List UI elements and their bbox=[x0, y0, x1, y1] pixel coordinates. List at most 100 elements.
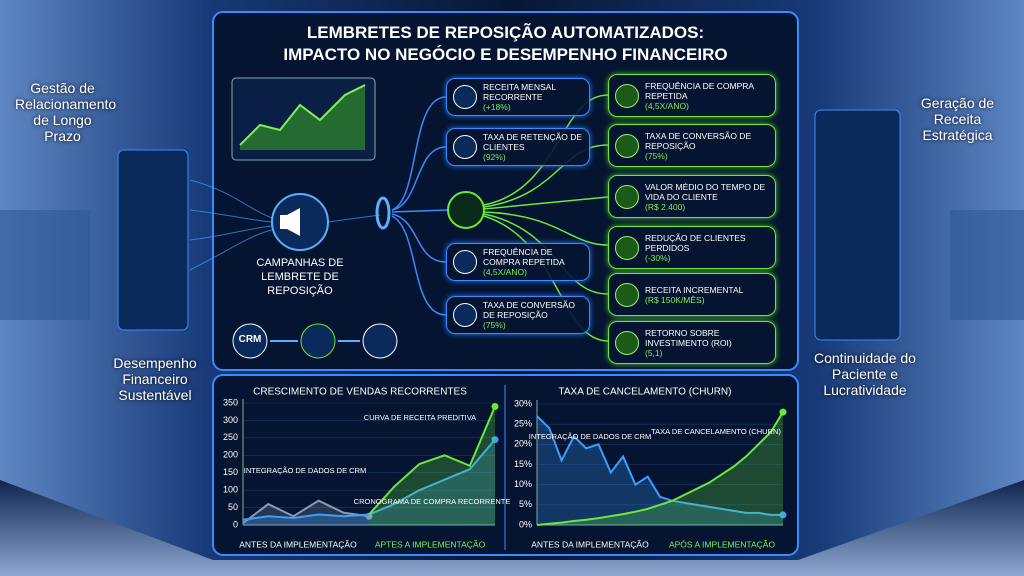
card-icon bbox=[453, 250, 477, 274]
side-label: Continuidade do Paciente e Lucratividade bbox=[814, 350, 916, 398]
metric-card: RECEITA INCREMENTAL (R$ 150K/MÊS) bbox=[608, 273, 776, 316]
megaphone bbox=[280, 208, 300, 236]
series-line bbox=[242, 438, 496, 521]
side-screen bbox=[814, 109, 901, 341]
y-tick-label: 5% bbox=[519, 499, 532, 509]
metric-card: FREQUÊNCIA DE COMPRA REPETIDA (4,5X/ANO) bbox=[608, 74, 776, 117]
y-tick-label: 350 bbox=[223, 397, 238, 407]
y-tick-label: 150 bbox=[223, 467, 238, 477]
series-line bbox=[536, 411, 784, 526]
metric-card: TAXA DE CONVERSÃO DE REPOSIÇÃO (75%) bbox=[608, 124, 776, 167]
light-streams bbox=[189, 179, 381, 271]
end-point bbox=[779, 408, 787, 416]
card-value: (75%) bbox=[645, 150, 668, 161]
card-icon bbox=[615, 330, 639, 355]
y-tick-label: 50 bbox=[228, 502, 238, 512]
card-title: RECEITA INCREMENTAL bbox=[645, 284, 744, 295]
card-text: TAXA DE RETENÇÃO DE CLIENTES (92%) bbox=[483, 132, 583, 162]
card-title: FREQUÊNCIA DE COMPRA REPETIDA bbox=[483, 247, 565, 267]
card-title: REDUÇÃO DE CLIENTES PERDIDOS bbox=[645, 232, 746, 253]
card-icon bbox=[453, 135, 477, 159]
card-value: (4,5X/ANO) bbox=[483, 267, 527, 277]
metric-card: TAXA DE CONVERSÃO DE REPOSIÇÃO (75%) bbox=[446, 296, 590, 334]
side-label: Geração de Receita Estratégica bbox=[920, 95, 995, 143]
card-text: FREQUÊNCIA DE COMPRA REPETIDA (4,5X/ANO) bbox=[645, 81, 769, 111]
metric-card: RETORNO SOBRE INVESTIMENTO (ROI) (5,1) bbox=[608, 321, 776, 364]
card-title: RETORNO SOBRE INVESTIMENTO (ROI) bbox=[645, 327, 732, 348]
card-value: (75%) bbox=[483, 320, 506, 330]
shelf bbox=[950, 210, 1024, 320]
card-title: TAXA DE CONVERSÃO DE REPOSIÇÃO bbox=[645, 130, 752, 151]
annotation: TAXA DE CANCELAMENTO (CHURN) bbox=[651, 427, 781, 436]
shelf bbox=[0, 210, 90, 320]
phase-label: APTES A IMPLEMENTAÇÃO bbox=[375, 539, 486, 549]
y-tick-label: 15% bbox=[514, 459, 532, 469]
chart-title: CRESCIMENTO DE VENDAS RECORRENTES bbox=[253, 387, 467, 398]
annotation: INTEGRAÇÃO DE DADOS DE CRM bbox=[529, 432, 652, 441]
card-text: RECEITA INCREMENTAL (R$ 150K/MÊS) bbox=[645, 285, 743, 305]
card-value: (92%) bbox=[483, 152, 506, 162]
y-tick-label: 10% bbox=[514, 479, 532, 489]
y-tick-label: 200 bbox=[223, 450, 238, 460]
annotation: CURVA DE RECEITA PREDITIVA bbox=[364, 413, 476, 422]
card-text: TAXA DE CONVERSÃO DE REPOSIÇÃO (75%) bbox=[483, 300, 583, 330]
y-tick-label: 0% bbox=[519, 519, 532, 529]
card-icon bbox=[453, 303, 477, 327]
phase-label: APÓS A IMPLEMENTAÇÃO bbox=[669, 539, 776, 549]
metric-card: VALOR MÉDIO DO TEMPO DE VIDA DO CLIENTE(… bbox=[608, 175, 776, 218]
card-icon bbox=[453, 85, 477, 109]
series-area bbox=[369, 406, 495, 525]
series-area bbox=[243, 439, 495, 525]
end-point bbox=[779, 511, 787, 519]
series-line bbox=[242, 499, 370, 525]
card-text: TAXA DE CONVERSÃO DE REPOSIÇÃO (75%) bbox=[645, 131, 769, 161]
card-value: (R$ 150K/MÊS) bbox=[645, 294, 705, 305]
card-title: VALOR MÉDIO DO TEMPO DE VIDA DO CLIENTE bbox=[645, 181, 766, 202]
card-title: TAXA DE CONVERSÃO DE REPOSIÇÃO bbox=[483, 300, 575, 320]
card-value: (4,5X/ANO) bbox=[645, 100, 689, 111]
card-value: (-30%) bbox=[645, 252, 671, 263]
y-tick-label: 30% bbox=[514, 398, 532, 408]
title-line: IMPACTO NO NEGÓCIO E DESEMPENHO FINANCEI… bbox=[283, 45, 728, 64]
phase-label: ANTES DA IMPLEMENTAÇÃO bbox=[239, 539, 357, 549]
y-tick-label: 250 bbox=[223, 432, 238, 442]
series-area bbox=[537, 416, 783, 525]
card-value: (R$ 2.400) bbox=[645, 201, 686, 212]
title-line: LEMBRETES DE REPOSIÇÃO AUTOMATIZADOS: bbox=[306, 23, 705, 42]
card-title: FREQUÊNCIA DE COMPRA REPETIDA bbox=[645, 80, 754, 101]
side-label: Gestão de Relacionamento de Longo Prazo bbox=[15, 80, 117, 144]
card-text: REDUÇÃO DE CLIENTES PERDIDOS (-30%) bbox=[645, 233, 769, 263]
phase-label: ANTES DA IMPLEMENTAÇÃO bbox=[531, 539, 649, 549]
y-tick-label: 100 bbox=[223, 485, 238, 495]
card-text: FREQUÊNCIA DE COMPRA REPETIDA (4,5X/ANO) bbox=[483, 247, 583, 277]
series-line bbox=[536, 415, 783, 516]
end-point bbox=[491, 402, 499, 410]
card-icon bbox=[615, 184, 639, 209]
crm-label: CRM bbox=[238, 334, 262, 345]
title: LEMBRETES DE REPOSIÇÃO AUTOMATIZADOS: IMP… bbox=[213, 22, 798, 66]
card-icon bbox=[615, 235, 639, 260]
blue-arrows bbox=[391, 96, 449, 316]
card-title: RECEITA MENSAL RECORRENTE bbox=[483, 82, 556, 102]
card-icon bbox=[615, 282, 639, 307]
y-tick-label: 300 bbox=[223, 415, 238, 425]
annotation: CRONOGRAMA DE COMPRA RECORRENTE bbox=[354, 497, 511, 506]
database-node bbox=[362, 323, 398, 359]
card-value: (5,1) bbox=[645, 347, 663, 358]
annotation: INTEGRAÇÃO DE DADOS DE CRM bbox=[244, 466, 367, 475]
floor bbox=[0, 480, 1024, 576]
card-icon bbox=[615, 133, 639, 158]
metric-card: TAXA DE RETENÇÃO DE CLIENTES (92%) bbox=[446, 128, 590, 166]
monitor-line bbox=[239, 84, 366, 146]
chart-title: TAXA DE CANCELAMENTO (CHURN) bbox=[559, 387, 732, 398]
card-text: VALOR MÉDIO DO TEMPO DE VIDA DO CLIENTE(… bbox=[645, 182, 769, 212]
y-tick-label: 20% bbox=[514, 439, 532, 449]
series-area bbox=[243, 500, 369, 525]
card-text: RETORNO SOBRE INVESTIMENTO (ROI) (5,1) bbox=[645, 328, 769, 358]
y-tick-label: 0 bbox=[233, 519, 238, 529]
series-area bbox=[537, 412, 783, 525]
growth-icon bbox=[447, 191, 485, 229]
card-icon bbox=[615, 83, 639, 108]
metric-card: RECEITA MENSAL RECORRENTE (+18%) bbox=[446, 78, 590, 116]
